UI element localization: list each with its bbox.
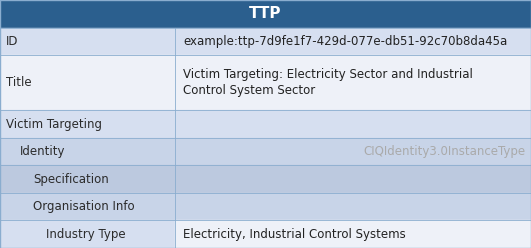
Bar [0,165,175,193]
Bar [0,220,175,248]
Text: Industry Type: Industry Type [46,228,126,241]
Text: Specification: Specification [33,173,109,186]
Bar [175,220,531,248]
Bar [175,110,531,138]
Text: Organisation Info: Organisation Info [33,200,134,213]
Text: Electricity, Industrial Control Systems: Electricity, Industrial Control Systems [183,228,406,241]
Bar [175,138,531,165]
Text: Victim Targeting: Victim Targeting [6,118,102,130]
Bar [175,193,531,220]
Text: Victim Targeting: Electricity Sector and Industrial
Control System Sector: Victim Targeting: Electricity Sector and… [183,68,473,97]
Bar [175,28,531,55]
Bar [0,28,175,55]
Bar [0,0,531,28]
Bar [175,165,531,193]
Bar [0,110,175,138]
Bar [175,55,531,110]
Text: Title: Title [6,76,32,89]
Text: Identity: Identity [20,145,65,158]
Bar [0,55,175,110]
Text: example:ttp-7d9fe1f7-429d-077e-db51-92c70b8da45a: example:ttp-7d9fe1f7-429d-077e-db51-92c7… [183,35,508,48]
Bar [0,193,175,220]
Text: TTP: TTP [249,6,282,21]
Text: CIQIdentity3.0InstanceType: CIQIdentity3.0InstanceType [364,145,526,158]
Text: ID: ID [6,35,19,48]
Bar [0,138,175,165]
